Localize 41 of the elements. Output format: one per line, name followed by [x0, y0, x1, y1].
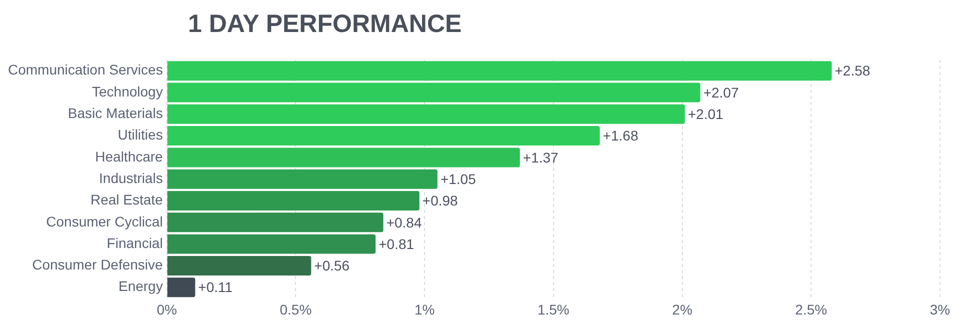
y-tick-label: Healthcare	[95, 148, 164, 164]
y-tick-label: Basic Materials	[68, 104, 163, 121]
x-tick-label: 2.5%	[795, 301, 828, 318]
bar	[167, 169, 438, 189]
data-label: +2.07	[703, 84, 739, 100]
x-tick-label: 1.5%	[537, 301, 570, 318]
chart-title: 1 DAY PERFORMANCE	[188, 10, 462, 39]
bar	[167, 278, 196, 298]
y-tick-label: Industrials	[99, 170, 163, 186]
y-tick-label: Energy	[118, 278, 163, 294]
bar	[167, 126, 600, 146]
data-label: +1.05	[440, 170, 476, 187]
data-label: +1.68	[602, 128, 638, 144]
bar	[167, 61, 832, 81]
data-label: +0.56	[314, 258, 350, 274]
bar	[167, 82, 700, 102]
data-label: +1.37	[522, 149, 559, 166]
x-tick-label: 0%	[156, 301, 177, 318]
y-tick-label: Real Estate	[90, 192, 164, 208]
data-label: +0.11	[198, 279, 233, 296]
x-tick-label: 1%	[414, 301, 435, 318]
data-label: +0.84	[386, 214, 422, 230]
y-tick-label: Consumer Defensive	[32, 256, 164, 273]
data-label: +0.81	[378, 236, 414, 252]
data-label: +2.58	[834, 62, 870, 79]
bar	[167, 234, 376, 254]
data-label: +2.01	[688, 106, 724, 122]
bar	[167, 256, 312, 276]
y-tick-label: Consumer Cyclical	[46, 213, 163, 230]
x-tick-label: 2%	[672, 301, 692, 318]
bar	[167, 212, 384, 232]
y-tick-label: Technology	[92, 83, 163, 100]
data-label: +0.98	[422, 192, 458, 209]
y-tick-label: Communication Services	[8, 62, 163, 78]
bar	[167, 148, 520, 168]
bar	[167, 104, 685, 124]
bar	[167, 191, 420, 210]
y-tick-label: Utilities	[118, 126, 163, 143]
y-tick-label: Financial	[106, 234, 163, 251]
x-tick-label: 3%	[930, 301, 950, 318]
x-tick-label: 0.5%	[280, 301, 312, 318]
